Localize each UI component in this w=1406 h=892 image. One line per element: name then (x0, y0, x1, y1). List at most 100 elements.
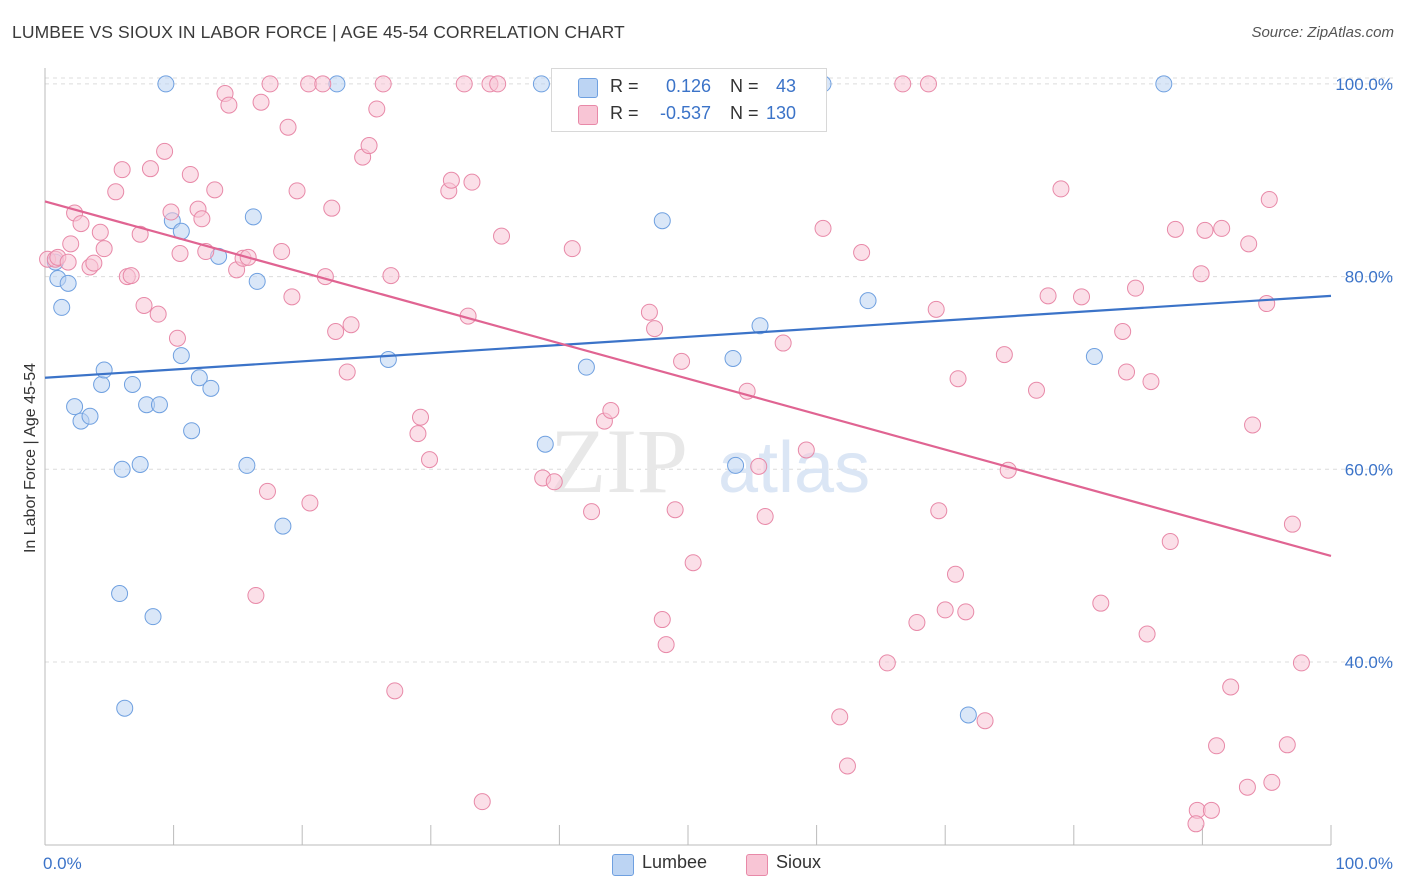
lumbee-point (727, 456, 745, 474)
sioux-point (220, 96, 238, 114)
axes (44, 68, 1332, 846)
sioux-point (1208, 737, 1226, 755)
chart-title: LUMBEE VS SIOUX IN LABOR FORCE | AGE 45-… (12, 22, 625, 42)
sioux-point (386, 682, 404, 700)
stats-legend: R = 0.126 N = 43 R = -0.537 N = 130 (551, 68, 827, 132)
sioux-point (1260, 191, 1278, 209)
sioux-point (1278, 736, 1296, 754)
sioux-point (131, 225, 149, 243)
sioux-point (314, 75, 332, 93)
sioux-point (750, 457, 768, 475)
y-tick-label: 40.0% (1345, 653, 1393, 672)
sioux-point (149, 305, 167, 323)
sioux-point (382, 267, 400, 285)
sioux-point (1202, 801, 1220, 819)
sioux-point (976, 712, 994, 730)
sioux-point (1263, 773, 1281, 791)
sioux-point (1114, 323, 1132, 340)
legend-row-lumbee: R = 0.126 N = 43 (552, 73, 826, 101)
lumbee-point (190, 369, 208, 387)
grid-lines (45, 77, 1394, 663)
sioux-point (455, 75, 473, 93)
sioux-point (62, 235, 80, 253)
sioux-point (473, 793, 491, 811)
lumbee-point (532, 75, 550, 93)
lumbee-point (59, 274, 77, 292)
sioux-point (327, 323, 345, 340)
sioux-point (646, 320, 664, 338)
sioux-point (602, 402, 620, 419)
lumbee-point (653, 212, 671, 230)
lumbee-point (244, 208, 262, 226)
sioux-point (252, 93, 270, 111)
sioux-point (1244, 416, 1262, 434)
legend-r-label: R = (610, 103, 639, 123)
sioux-point (563, 240, 581, 258)
lumbee-point (95, 361, 113, 379)
trend-lines (44, 200, 1332, 558)
sioux-point (1092, 594, 1110, 612)
sioux-point (908, 613, 926, 631)
lumbee-point (113, 460, 131, 478)
legend-n-value: 43 (776, 76, 797, 96)
sioux-point (640, 303, 658, 321)
sioux-point (338, 363, 356, 381)
x-tick-label: 100.0% (1335, 854, 1393, 873)
sioux-point (442, 171, 460, 189)
sioux-point (657, 636, 675, 654)
sioux-point (122, 267, 140, 285)
sioux-point (831, 708, 849, 726)
legend-r-value: -0.537 (659, 103, 711, 123)
sioux-point (374, 75, 392, 93)
sioux-point (919, 75, 937, 93)
sioux-point (72, 215, 90, 233)
sioux-point (583, 503, 601, 521)
lumbee-point (859, 292, 877, 310)
sioux-point (1028, 381, 1046, 399)
sioux-point (1118, 363, 1136, 381)
sioux-point (85, 254, 103, 272)
bottom-legend-swatch-sioux (746, 854, 768, 876)
sioux-point (1283, 515, 1301, 533)
y-tick-label: 80.0% (1345, 268, 1393, 287)
watermark-zip: ZIP (550, 410, 688, 512)
legend-r-value: 0.126 (665, 76, 711, 96)
legend-n-label: N = (730, 103, 759, 123)
sioux-point (894, 75, 912, 93)
sioux-point (838, 757, 856, 775)
lumbee-point (66, 398, 84, 416)
sioux-point (1187, 815, 1205, 833)
sioux-point (1238, 778, 1256, 796)
sioux-point (1138, 625, 1156, 643)
lumbee-trend-line (44, 294, 1332, 379)
lumbee-point (172, 347, 190, 365)
sioux-point (258, 482, 276, 500)
sioux-point (261, 75, 279, 93)
sioux-point (493, 227, 511, 245)
tick-labels: 40.0% 60.0% 80.0% 100.0% 0.0% 100.0% (43, 75, 1393, 873)
sioux-trend-line (44, 200, 1332, 558)
series-lumbee-points (46, 75, 1173, 724)
sioux-point (1292, 654, 1310, 672)
lumbee-point (328, 75, 346, 93)
sioux-point (206, 181, 224, 199)
lumbee-point (1085, 348, 1103, 366)
sioux-point (107, 183, 125, 201)
sioux-point (995, 346, 1013, 364)
sioux-point (1222, 678, 1240, 696)
sioux-point (946, 565, 964, 583)
sioux-point (1127, 279, 1145, 297)
sioux-point (360, 137, 378, 155)
sioux-point (673, 352, 691, 370)
sioux-point (95, 240, 113, 258)
sioux-point (162, 203, 180, 221)
sioux-point (1240, 235, 1258, 253)
sioux-point (797, 441, 815, 459)
legend-n-value: 130 (766, 103, 797, 123)
sioux-point (756, 507, 774, 525)
sioux-point (684, 554, 702, 572)
sioux-point (1192, 265, 1210, 283)
sioux-point (1166, 220, 1184, 238)
lumbee-point (248, 272, 266, 290)
